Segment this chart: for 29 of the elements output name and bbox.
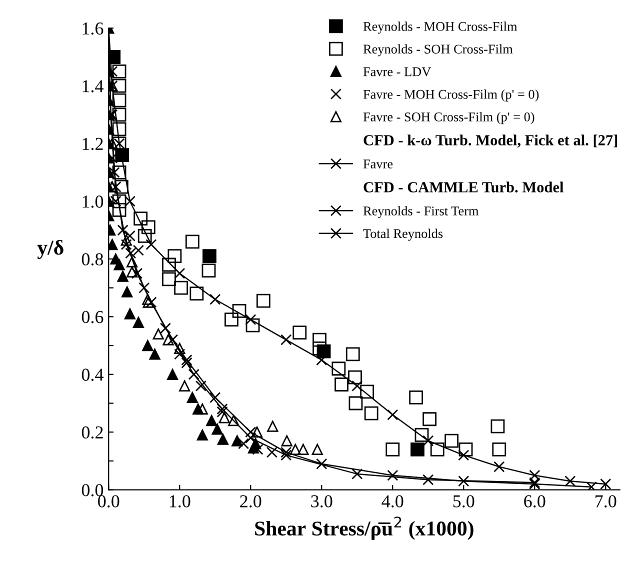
y-axis-title: y/δ: [37, 240, 64, 259]
x-tick-label: 1.0: [170, 495, 190, 508]
y-tick-label: 1.0: [82, 196, 104, 208]
legend-label: Favre: [363, 160, 393, 168]
legend-label: Favre - SOH Cross-Film (p' = 0): [363, 112, 534, 124]
y-tick-label: 1.2: [82, 138, 103, 150]
y-tick-label: 0.4: [82, 368, 104, 381]
x-tick-label: 0.0: [98, 495, 120, 508]
y-tick-label: 0.2: [82, 426, 103, 439]
legend-label: Reynolds - MOH Cross-Film: [363, 22, 518, 34]
legend-label: Reynolds - First Term: [363, 206, 479, 218]
annotation: CFD - CAMMLE Turb. Model: [364, 182, 564, 192]
annotation: CFD - k-ω Turb. Model, Fick et al. [27]: [364, 134, 618, 148]
x-tick-label: 2.0: [240, 495, 262, 508]
legend-label: Reynolds - SOH Cross-Film: [363, 44, 513, 56]
x-tick-label: 6.0: [524, 495, 546, 508]
y-tick-label: 1.6: [82, 22, 104, 35]
x-tick-label: 7.0: [596, 495, 616, 508]
y-tick-label: 1.4: [82, 80, 104, 92]
x-tick-label: 5.0: [453, 495, 474, 508]
y-tick-label: 0.0: [82, 484, 104, 496]
legend-label: Favre - MOH Cross-Film (p' = 0): [363, 90, 539, 102]
y-tick-label: 0.8: [82, 253, 104, 266]
y-tick-label: 0.6: [82, 310, 104, 324]
x-axis-title: Shear Stress/ρ̄ū$^{2}$ (x1000): [255, 516, 474, 540]
x-tick-label: 3.0: [311, 495, 332, 508]
legend-label: Total Reynolds: [363, 228, 443, 241]
legend-label: Favre - LDV: [363, 67, 431, 76]
x-tick-label: 4.0: [382, 495, 404, 508]
